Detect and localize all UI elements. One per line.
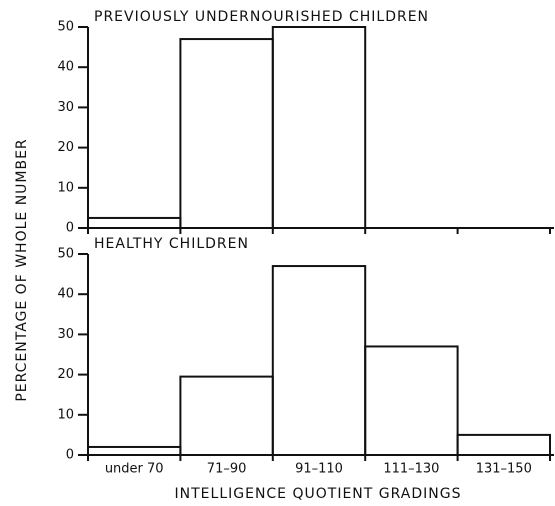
y-tick-label: 40 bbox=[57, 287, 74, 302]
y-tick-label: 10 bbox=[57, 407, 74, 422]
y-tick-label: 30 bbox=[57, 327, 74, 342]
y-tick-label: 20 bbox=[57, 367, 74, 382]
chart-title: PREVIOUSLY UNDERNOURISHED CHILDREN bbox=[94, 9, 429, 25]
x-tick-label: under 70 bbox=[105, 462, 164, 477]
y-axis-label: PERCENTAGE OF WHOLE NUMBER bbox=[14, 138, 30, 401]
x-tick-label: 91–110 bbox=[295, 462, 343, 477]
y-tick-label: 40 bbox=[57, 60, 74, 75]
bar bbox=[271, 26, 367, 229]
y-tick-label: 50 bbox=[57, 20, 74, 35]
y-tick-label: 10 bbox=[57, 180, 74, 195]
x-tick-label: 71–90 bbox=[207, 462, 247, 477]
bar bbox=[364, 345, 459, 456]
y-tick-label: 30 bbox=[57, 100, 74, 115]
x-tick-label: 111–130 bbox=[383, 462, 439, 477]
chart-title: HEALTHY CHILDREN bbox=[94, 236, 249, 252]
y-tick-label: 20 bbox=[57, 140, 74, 155]
bar bbox=[271, 265, 367, 456]
bar bbox=[179, 375, 274, 456]
bar bbox=[87, 216, 182, 229]
x-axis-label: INTELLIGENCE QUOTIENT GRADINGS bbox=[175, 486, 462, 502]
y-tick-label: 0 bbox=[66, 448, 74, 463]
bar bbox=[179, 38, 274, 230]
x-tick-label: 131–150 bbox=[476, 462, 532, 477]
y-tick-label: 50 bbox=[57, 247, 74, 262]
y-tick-label: 0 bbox=[66, 221, 74, 236]
bar bbox=[87, 445, 182, 456]
bar bbox=[456, 433, 552, 456]
